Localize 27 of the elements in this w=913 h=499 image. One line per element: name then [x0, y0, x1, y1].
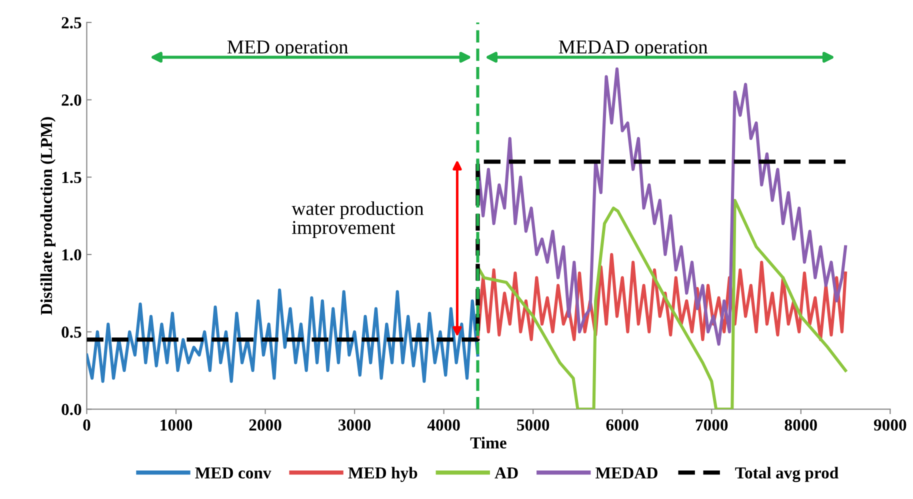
x-tick-label: 8000	[784, 419, 817, 431]
x-tick-label: 0	[83, 419, 90, 431]
y-tick-label: 2.5	[62, 17, 82, 28]
legend-label: MED conv	[195, 467, 272, 479]
legend-label: MED hyb	[348, 466, 418, 482]
legend-label: Total avg prod	[735, 466, 838, 482]
y-axis-title: Distillate production (LPM)	[40, 117, 56, 315]
legend-label: AD	[494, 467, 518, 478]
y-tick-label: 2.0	[62, 94, 82, 106]
x-axis-title: Time	[470, 436, 506, 449]
x-tick-label: 5000	[517, 419, 550, 431]
annotation: water production improvement	[292, 201, 424, 238]
y-tick-label: 1.5	[62, 172, 82, 184]
y-tick-label: 0.0	[62, 404, 82, 416]
annotation: MED operation	[227, 40, 348, 58]
x-tick-label: 2000	[249, 419, 282, 431]
x-tick-label: 1000	[160, 419, 192, 431]
line-series	[86, 288, 480, 383]
x-tick-label: 3000	[338, 419, 371, 431]
x-tick-label: 9000	[874, 419, 906, 431]
x-tick-label: 6000	[606, 419, 638, 431]
legend-label: MEDAD	[596, 467, 658, 478]
y-tick-label: 1.0	[62, 249, 82, 261]
annotation: MEDAD operation	[558, 40, 708, 58]
x-tick-label: 4000	[427, 419, 460, 431]
y-tick-label: 0.5	[62, 326, 82, 338]
x-tick-label: 7000	[696, 419, 728, 431]
